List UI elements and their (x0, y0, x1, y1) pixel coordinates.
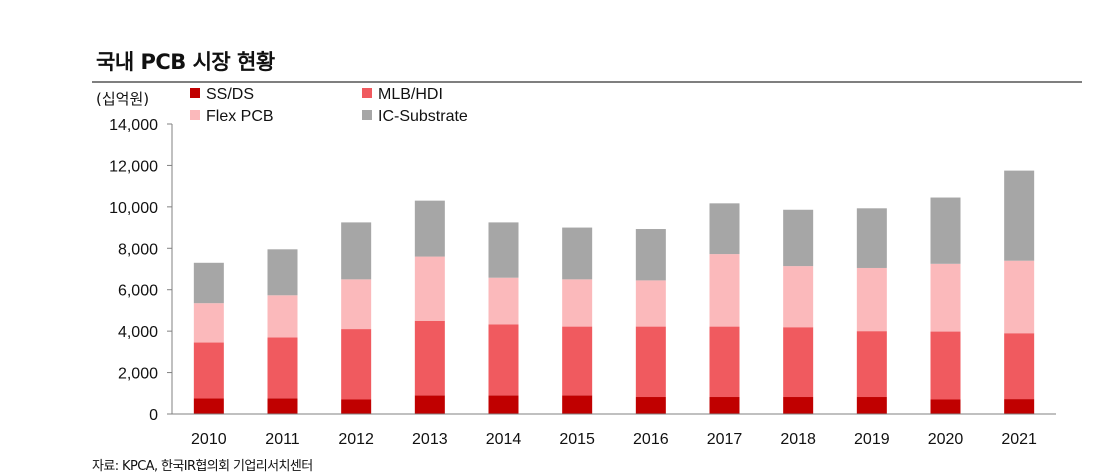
y-tick-label: 6,000 (118, 283, 158, 300)
bar-ic-substrate-2018 (783, 209, 814, 267)
legend-label-ss-ds: SS/DS (206, 86, 255, 103)
bar-ss-ds-2015 (562, 395, 593, 414)
bar-mlb-hdi-2013 (414, 320, 445, 396)
x-tick-label: 2016 (633, 431, 669, 448)
bar-mlb-hdi-2017 (709, 326, 740, 398)
legend-item-ic-substrate: IC-Substrate (362, 108, 468, 126)
y-tick-label: 2,000 (118, 366, 158, 383)
legend-swatch-flex-pcb (190, 110, 200, 120)
bar-mlb-hdi-2012 (341, 329, 372, 400)
bar-ss-ds-2017 (709, 397, 740, 414)
bar-flex-pcb-2010 (193, 303, 224, 343)
x-tick-label: 2013 (412, 431, 448, 448)
legend-label-ic-substrate: IC-Substrate (378, 108, 468, 125)
y-tick-label: 0 (149, 407, 158, 424)
x-tick-label: 2014 (486, 431, 522, 448)
y-tick-label: 4,000 (118, 324, 158, 341)
x-tick-label: 2012 (338, 431, 374, 448)
bar-ic-substrate-2017 (709, 203, 740, 255)
bar-ic-substrate-2019 (856, 208, 887, 268)
x-tick-label: 2017 (707, 431, 743, 448)
bar-ic-substrate-2021 (1004, 170, 1035, 261)
bar-flex-pcb-2013 (414, 256, 445, 321)
chart-title: 국내 PCB 시장 현황 (96, 50, 275, 74)
legend-item-ss-ds: SS/DS (190, 86, 254, 104)
bar-ss-ds-2013 (414, 395, 445, 414)
bar-ss-ds-2012 (341, 399, 372, 414)
x-tick-label: 2011 (265, 431, 300, 448)
bar-mlb-hdi-2015 (562, 326, 593, 396)
bar-mlb-hdi-2021 (1004, 333, 1035, 400)
y-tick-label: 12,000 (109, 158, 158, 175)
bar-ss-ds-2021 (1004, 399, 1035, 414)
bar-flex-pcb-2021 (1004, 260, 1035, 334)
title-divider (92, 81, 1082, 83)
bar-ss-ds-2010 (193, 398, 224, 414)
y-tick-label: 10,000 (109, 200, 158, 217)
legend-swatch-mlb-hdi (362, 88, 372, 98)
legend-swatch-ic-substrate (362, 110, 372, 120)
bar-flex-pcb-2011 (267, 295, 298, 338)
legend-item-mlb-hdi: MLB/HDI (362, 86, 443, 104)
x-tick-label: 2010 (191, 431, 227, 448)
bar-ss-ds-2018 (783, 397, 814, 414)
bar-mlb-hdi-2010 (193, 342, 224, 399)
bar-mlb-hdi-2018 (783, 327, 814, 398)
y-tick-label: 14,000 (109, 117, 158, 134)
bar-ic-substrate-2014 (488, 222, 519, 278)
bar-flex-pcb-2018 (783, 266, 814, 328)
bar-mlb-hdi-2016 (635, 326, 666, 398)
bar-mlb-hdi-2011 (267, 337, 298, 399)
x-tick-label: 2020 (928, 431, 964, 448)
bar-ic-substrate-2011 (267, 249, 298, 296)
bar-mlb-hdi-2014 (488, 324, 519, 396)
bar-ic-substrate-2015 (562, 227, 593, 280)
bar-mlb-hdi-2019 (856, 331, 887, 398)
x-tick-label: 2018 (780, 431, 816, 448)
x-tick-label: 2021 (1001, 431, 1037, 448)
bar-mlb-hdi-2020 (930, 331, 961, 400)
bar-ic-substrate-2016 (635, 229, 666, 281)
bar-ss-ds-2019 (856, 397, 887, 414)
bar-ic-substrate-2010 (193, 262, 224, 304)
x-tick-label: 2019 (854, 431, 890, 448)
legend-label-flex-pcb: Flex PCB (206, 108, 274, 125)
bar-flex-pcb-2012 (341, 279, 372, 330)
x-tick-label: 2015 (559, 431, 595, 448)
bar-flex-pcb-2016 (635, 280, 666, 327)
bar-ic-substrate-2013 (414, 200, 445, 257)
bar-flex-pcb-2014 (488, 277, 519, 325)
source-note: 자료: KPCA, 한국IR협의회 기업리서치센터 (92, 459, 313, 474)
bar-ic-substrate-2020 (930, 197, 961, 264)
bar-flex-pcb-2019 (856, 267, 887, 332)
bar-ss-ds-2011 (267, 398, 298, 414)
legend-swatch-ss-ds (190, 88, 200, 98)
bar-flex-pcb-2020 (930, 263, 961, 332)
bar-ic-substrate-2012 (341, 222, 372, 280)
bar-ss-ds-2014 (488, 395, 519, 414)
bar-flex-pcb-2015 (562, 279, 593, 327)
bar-flex-pcb-2017 (709, 254, 740, 327)
y-axis-unit-label: (십억원) (96, 90, 150, 108)
y-tick-label: 8,000 (118, 241, 158, 258)
bar-ss-ds-2016 (635, 397, 666, 414)
legend-label-mlb-hdi: MLB/HDI (378, 86, 443, 103)
legend-item-flex-pcb: Flex PCB (190, 108, 274, 126)
bar-ss-ds-2020 (930, 399, 961, 414)
